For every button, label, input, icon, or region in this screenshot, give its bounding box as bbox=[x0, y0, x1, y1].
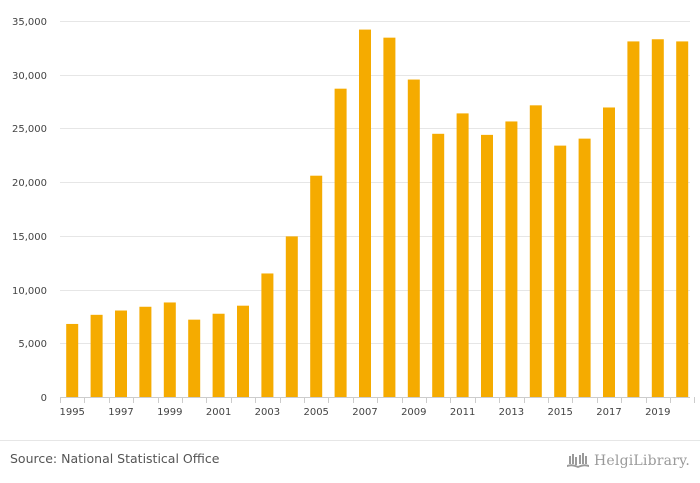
bar-1995[interactable] bbox=[66, 323, 79, 397]
x-tick-label: 2015 bbox=[547, 407, 572, 418]
y-tick-label: 30,000 bbox=[12, 71, 47, 82]
x-tick-label: 1997 bbox=[108, 407, 133, 418]
bar-2014[interactable] bbox=[529, 105, 542, 397]
bar-2002[interactable] bbox=[237, 305, 249, 397]
x-tick-label: 2003 bbox=[255, 407, 280, 418]
chart-footer: Source: National Statistical Office Helg… bbox=[0, 440, 700, 483]
bar-1999[interactable] bbox=[163, 302, 176, 397]
y-tick-label: 5,000 bbox=[18, 339, 47, 350]
bar-2017[interactable] bbox=[603, 107, 615, 397]
bar-2011[interactable] bbox=[456, 113, 469, 397]
x-tick-label: 2013 bbox=[499, 407, 524, 418]
x-tick-label: 1995 bbox=[59, 407, 84, 418]
x-axis-tick-labels: 1995 1997 1999 2001 2003 2005 2007 2009 2011 2013… bbox=[59, 407, 670, 418]
y-tick-label: 10,000 bbox=[12, 286, 47, 297]
bar-1996[interactable] bbox=[90, 314, 103, 397]
bar-1998[interactable] bbox=[139, 306, 152, 397]
y-axis-tick-labels: 0 5,000 10,000 15,000 20,000 25,000 30,000 35,0… bbox=[12, 17, 47, 404]
x-tick-label: 2001 bbox=[206, 407, 231, 418]
axes bbox=[60, 397, 695, 403]
footer-divider bbox=[0, 440, 700, 441]
bar-2019[interactable] bbox=[651, 39, 664, 397]
y-tick-label: 25,000 bbox=[12, 124, 47, 135]
bar-2007[interactable] bbox=[359, 29, 371, 398]
bar-2005[interactable] bbox=[310, 175, 323, 397]
bar-2020[interactable] bbox=[676, 41, 689, 397]
bar-2016[interactable] bbox=[578, 138, 591, 397]
bar-2009[interactable] bbox=[407, 79, 420, 398]
bar-2004[interactable] bbox=[285, 236, 298, 397]
y-tick-label: 0 bbox=[41, 393, 47, 404]
y-tick-label: 20,000 bbox=[12, 178, 47, 189]
source-note: Source: National Statistical Office bbox=[10, 451, 220, 466]
bar-2003[interactable] bbox=[261, 273, 274, 397]
bar-2018[interactable] bbox=[627, 41, 640, 397]
bar-chart: 0 5,000 10,000 15,000 20,000 25,000 30,000 35,0… bbox=[12, 17, 695, 418]
helgi-library-books-icon bbox=[567, 453, 590, 468]
bar-2015[interactable] bbox=[554, 145, 567, 397]
grid-lines bbox=[60, 21, 690, 344]
x-tick-label: 1999 bbox=[157, 407, 182, 418]
y-tick-label: 35,000 bbox=[12, 17, 47, 28]
bar-2013[interactable] bbox=[505, 121, 518, 397]
bar-2001[interactable] bbox=[212, 313, 225, 397]
bar-2006[interactable] bbox=[334, 88, 347, 398]
bar-2008[interactable] bbox=[383, 37, 396, 398]
x-tick-label: 2011 bbox=[450, 407, 475, 418]
brand-name: HelgiLibrary. bbox=[594, 453, 690, 469]
brand-logo[interactable]: HelgiLibrary. bbox=[566, 450, 690, 472]
bar-2010[interactable] bbox=[432, 133, 445, 398]
x-tick-label: 2005 bbox=[303, 407, 328, 418]
x-tick-label: 2007 bbox=[352, 407, 377, 418]
bar-2012[interactable] bbox=[481, 134, 493, 397]
x-tick-label: 2017 bbox=[596, 407, 621, 418]
bars bbox=[66, 29, 689, 398]
x-tick-label: 2019 bbox=[645, 407, 670, 418]
x-tick-label: 2009 bbox=[401, 407, 426, 418]
bar-1997[interactable] bbox=[115, 310, 127, 397]
y-tick-label: 15,000 bbox=[12, 232, 47, 243]
bar-2000[interactable] bbox=[188, 319, 201, 397]
